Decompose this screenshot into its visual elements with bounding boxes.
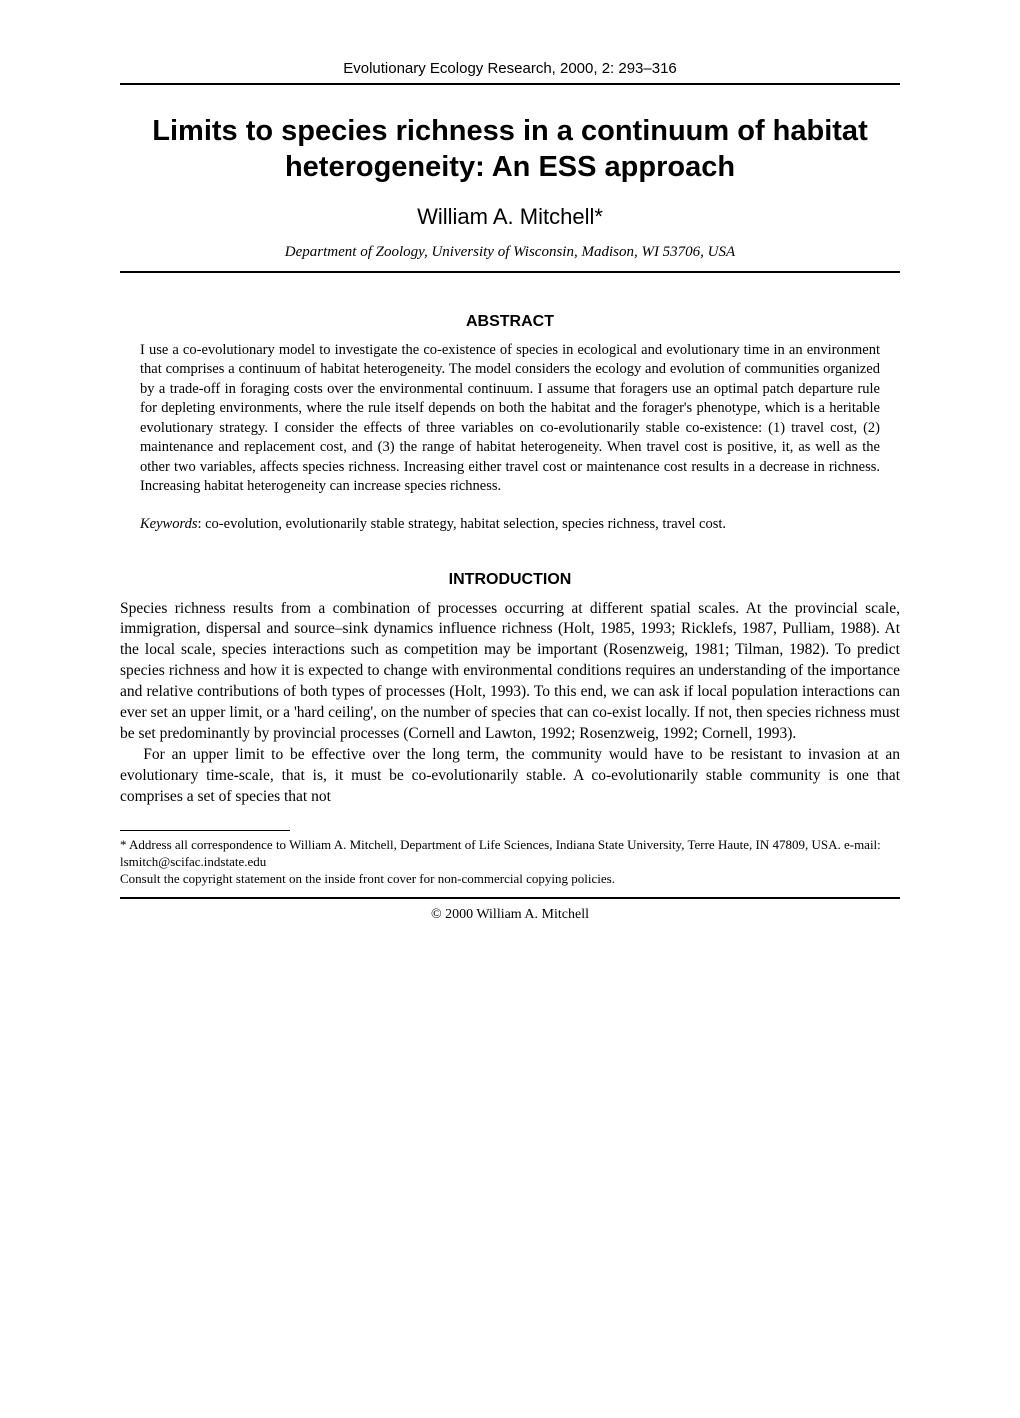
intro-paragraph-2: For an upper limit to be effective over …: [120, 745, 900, 808]
keywords-text: : co-evolution, evolutionarily stable st…: [197, 516, 726, 532]
footnote-copyright-statement: Consult the copyright statement on the i…: [120, 871, 900, 888]
bottom-rule: [120, 897, 900, 899]
footnote-separator: [120, 830, 290, 831]
abstract-body: I use a co-evolutionary model to investi…: [140, 341, 880, 498]
footnote-correspondence: * Address all correspondence to William …: [120, 837, 900, 871]
keywords: Keywords: co-evolution, evolutionarily s…: [140, 515, 880, 535]
copyright: © 2000 William A. Mitchell: [120, 907, 900, 923]
article-title: Limits to species richness in a continuu…: [120, 113, 900, 186]
author-name: William A. Mitchell*: [120, 204, 900, 230]
mid-rule: [120, 271, 900, 273]
keywords-label: Keywords: [140, 516, 197, 532]
abstract-heading: ABSTRACT: [120, 313, 900, 331]
top-rule: [120, 83, 900, 85]
intro-paragraph-1: Species richness results from a combinat…: [120, 599, 900, 745]
author-affiliation: Department of Zoology, University of Wis…: [120, 244, 900, 261]
journal-header: Evolutionary Ecology Research, 2000, 2: …: [120, 60, 900, 77]
introduction-heading: INTRODUCTION: [120, 571, 900, 589]
